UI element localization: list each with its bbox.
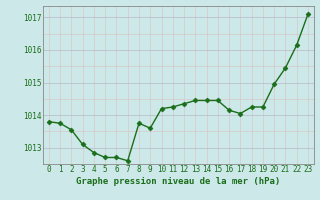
- X-axis label: Graphe pression niveau de la mer (hPa): Graphe pression niveau de la mer (hPa): [76, 177, 281, 186]
